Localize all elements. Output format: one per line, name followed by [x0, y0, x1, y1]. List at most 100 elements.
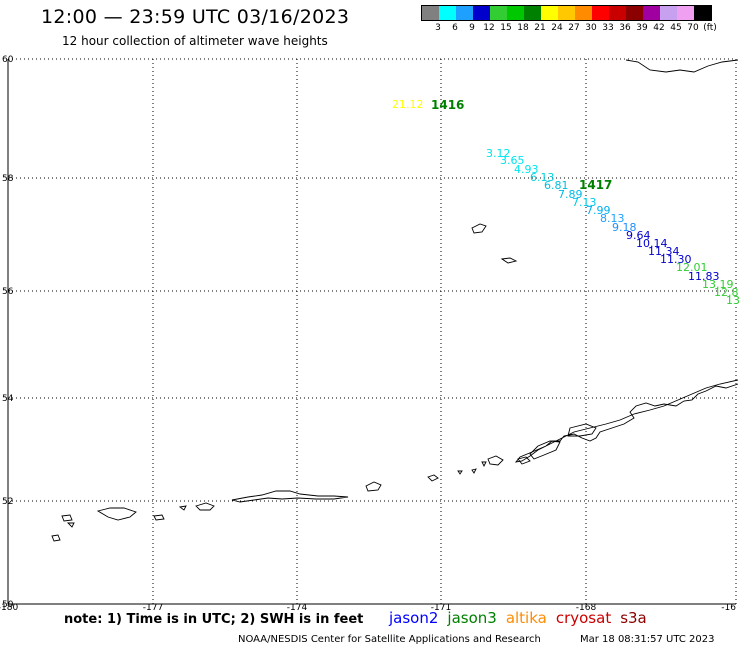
coastline-atka	[427, 474, 439, 482]
wave-height-label: 12.01	[676, 261, 708, 274]
color-swatch-11	[609, 6, 626, 20]
wave-height-label: 12.8	[714, 286, 739, 299]
color-scale-label: 6	[452, 23, 458, 33]
wave-height-label: 13	[726, 294, 740, 307]
coastline-near-islands	[96, 507, 165, 521]
coastline-kiska	[178, 502, 215, 511]
color-swatch-2	[456, 6, 473, 20]
color-swatch-3	[473, 6, 490, 20]
latitude-label: 56	[2, 287, 14, 297]
color-swatch-7	[541, 6, 558, 20]
chart-subtitle: 12 hour collection of altimeter wave hei…	[62, 34, 328, 48]
coastline-unalaska	[529, 440, 561, 460]
color-scale-label: 9	[469, 23, 475, 33]
color-swatch-8	[558, 6, 575, 20]
pass-number-label: 1416	[431, 98, 464, 112]
longitude-label: -177	[143, 603, 163, 613]
wave-height-label: 13.19	[702, 278, 734, 291]
mission-label-s3a: s3a	[620, 609, 647, 627]
coastline-unimak	[567, 423, 597, 437]
color-scale-label: 33	[602, 23, 614, 33]
wave-height-annotations: 21.12 3.123.654.936.136.817.897.137.998.1…	[392, 98, 740, 307]
coastline-rat-islands-chain	[231, 490, 349, 503]
color-scale-label: 21	[534, 23, 546, 33]
wave-height-label: 11.34	[648, 245, 680, 258]
color-swatch-16	[694, 6, 711, 20]
coastline-pribilof-st-george	[500, 257, 518, 264]
longitude-label: -16	[721, 603, 736, 613]
color-scale-label: 24	[551, 23, 563, 33]
coastline-umnak	[517, 456, 531, 465]
wave-height-label: 7.13	[572, 196, 597, 209]
color-swatch-14	[660, 6, 677, 20]
color-swatch-0	[422, 6, 439, 20]
wave-height-color-scale: 3 6 9 12 15 18 21 24 27 30 33 36 39 42 45 70 (ft)	[421, 5, 717, 35]
wave-height-label: 10.14	[636, 237, 668, 250]
color-swatch-12	[626, 6, 643, 20]
wave-height-label: 21.12	[392, 98, 424, 111]
mission-label-cryosat: cryosat	[555, 609, 612, 627]
wave-height-label: 11.30	[660, 253, 692, 266]
color-swatch-6	[524, 6, 541, 20]
color-swatch-10	[592, 6, 609, 20]
wave-height-label: 3.12	[486, 147, 511, 160]
color-swatch-13	[643, 6, 660, 20]
wave-height-label: 6.13	[530, 171, 555, 184]
color-scale-labels: 3 6 9 12 15 18 21 24 27 30 33 36 39 42 45 70 (ft)	[421, 21, 717, 35]
coastline-mainland-north	[625, 59, 739, 73]
color-scale-label: 70	[687, 23, 699, 33]
color-swatch-5	[507, 6, 524, 20]
credit-line: NOAA/NESDIS Center for Satellite Applica…	[238, 634, 541, 645]
latitude-label: 60	[2, 55, 14, 65]
longitude-label: -180	[0, 603, 18, 613]
color-swatch-9	[575, 6, 592, 20]
color-scale-label: 3	[435, 23, 441, 33]
coastline-alaska-peninsula	[514, 379, 739, 463]
mission-legend: jason2 jason3 altika cryosat s3a	[389, 609, 656, 627]
chart-title: 12:00 — 23:59 UTC 03/16/2023	[41, 6, 350, 28]
color-scale-label: 12	[483, 23, 495, 33]
longitude-label: -174	[287, 603, 308, 613]
color-scale-label: 36	[619, 23, 631, 33]
wave-height-label: 11.83	[688, 270, 720, 283]
footnote: note: 1) Time is in UTC; 2) SWH is in fe…	[64, 612, 364, 627]
wave-height-label: 6.81	[544, 179, 569, 192]
coastline-pribilof-st-paul	[471, 223, 487, 234]
color-scale-label: 45	[670, 23, 682, 33]
color-scale-label: 42	[653, 23, 665, 33]
longitude-label: -171	[431, 603, 451, 613]
color-scale-label: 18	[517, 23, 529, 33]
color-swatch-1	[439, 6, 456, 20]
axis-labels: 60 58 56 54 52 50-180 -177 -174 -171 -168 -16	[0, 55, 736, 613]
color-scale-label: 15	[500, 23, 512, 33]
wave-height-label: 7.89	[558, 188, 583, 201]
wave-height-label: 8.13	[600, 212, 625, 225]
color-scale-label: 39	[636, 23, 648, 33]
wave-height-label: 7.99	[586, 204, 611, 217]
mission-label-jason3: jason3	[447, 609, 497, 627]
latitude-label: 52	[2, 497, 13, 507]
generated-timestamp: Mar 18 08:31:57 UTC 2023	[580, 634, 715, 645]
wave-height-label: 9.18	[612, 221, 637, 234]
latitude-label: 54	[2, 394, 14, 404]
coastline-adak	[365, 481, 382, 492]
pass-number-label: 1417	[579, 178, 612, 192]
longitude-label: -168	[576, 603, 597, 613]
wave-height-label: 3.65	[500, 154, 525, 167]
color-scale-label: (ft)	[703, 23, 717, 33]
coastline-islands-of-four-mountains	[457, 455, 504, 475]
mission-label-altika: altika	[505, 609, 547, 627]
latitude-label: 58	[2, 174, 14, 184]
coastline-attu	[51, 514, 75, 542]
color-scale-label: 30	[585, 23, 597, 33]
mission-label-jason2: jason2	[389, 609, 439, 627]
lat-lon-grid	[7, 58, 737, 605]
color-swatch-15	[677, 6, 694, 20]
wave-height-label: 4.93	[514, 163, 539, 176]
latitude-label: 50	[2, 600, 14, 610]
wave-height-label: 9.64	[626, 229, 651, 242]
color-scale-label: 27	[568, 23, 580, 33]
color-scale-swatches	[421, 5, 712, 21]
color-swatch-4	[490, 6, 507, 20]
